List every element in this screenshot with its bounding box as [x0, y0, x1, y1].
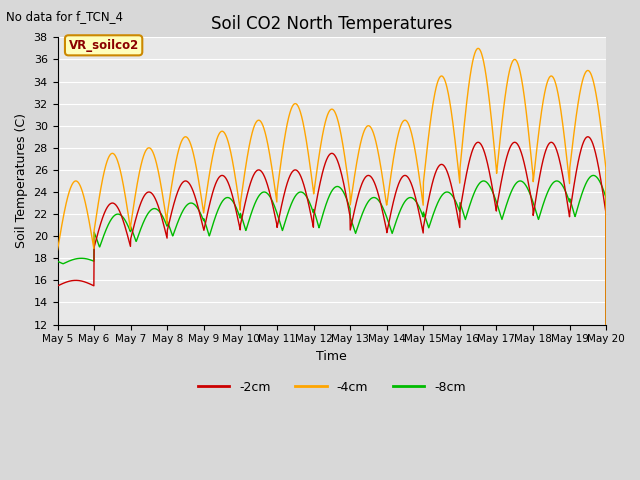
X-axis label: Time: Time	[316, 350, 348, 363]
Legend: -2cm, -4cm, -8cm: -2cm, -4cm, -8cm	[193, 376, 471, 399]
Y-axis label: Soil Temperatures (C): Soil Temperatures (C)	[15, 113, 28, 249]
Title: Soil CO2 North Temperatures: Soil CO2 North Temperatures	[211, 15, 452, 33]
Text: No data for f_TCN_4: No data for f_TCN_4	[6, 10, 124, 23]
Text: VR_soilco2: VR_soilco2	[68, 39, 139, 52]
